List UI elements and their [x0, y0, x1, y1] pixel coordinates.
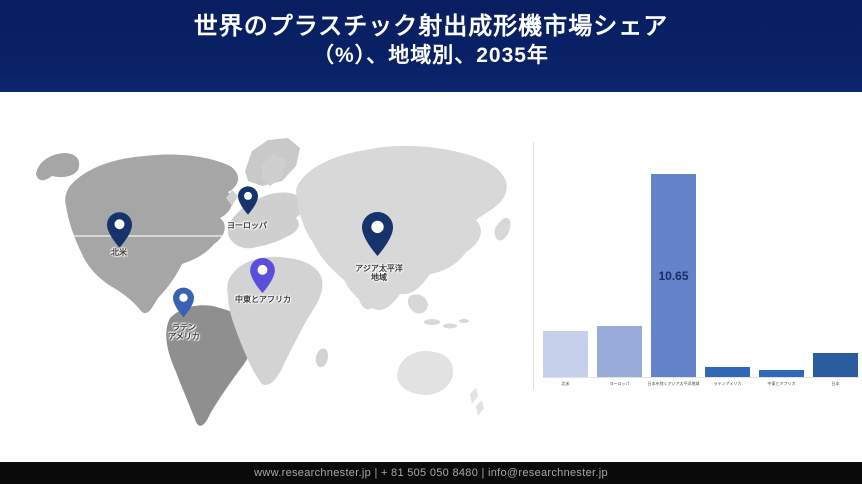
map-pin-latin-america	[173, 287, 194, 323]
bar-3	[705, 367, 750, 377]
x-axis-label-0: 北米	[561, 381, 570, 386]
map-pin-middle-east-africa	[250, 258, 275, 298]
panel-divider	[533, 142, 534, 390]
x-axis-label-4: 中東とアフリカ	[767, 381, 796, 386]
bar-2: 10.65	[651, 174, 696, 377]
bar-4	[759, 370, 804, 377]
regional-share-bar-chart: 10.65 北米 ヨーロッパ 日本を除くアジア太平洋地域 ラテンアメリカ 中東とアフリカ…	[543, 141, 859, 387]
x-axis-labels: 北米 ヨーロッパ 日本を除くアジア太平洋地域 ラテンアメリカ 中東とアフリカ 日本	[543, 381, 859, 387]
x-axis-label-2: 日本を除くアジア太平洋地域	[647, 381, 700, 386]
map-pin-asia-pacific	[362, 208, 393, 265]
location-pin-icon	[250, 258, 275, 293]
location-pin-icon	[107, 212, 132, 248]
map-pin-label-asia-pacific: アジア太平洋 地域	[355, 264, 403, 283]
map-pin-label-north-america: 北米	[111, 248, 127, 257]
map-pin-label-europe: ヨーロッパ	[227, 221, 267, 230]
page-title: 世界のプラスチック射出成形機市場シェア	[193, 13, 669, 40]
bar-1	[597, 326, 642, 377]
footer-bar: www.researchnester.jp | + 81 505 050 848…	[0, 462, 862, 484]
location-pin-icon	[173, 287, 194, 318]
map-pin-europe	[238, 186, 258, 220]
map-pin-label-middle-east-africa: 中東とアフリカ	[235, 295, 291, 304]
page-subtitle: （%）、地域別、2035年	[313, 44, 549, 68]
bar-plot-area: 10.65	[543, 141, 859, 378]
footer-contact-text: www.researchnester.jp | + 81 505 050 848…	[254, 467, 608, 479]
bar-5	[813, 353, 858, 377]
header-banner: 世界のプラスチック射出成形機市場シェア （%）、地域別、2035年	[0, 0, 862, 92]
x-axis-label-5: 日本	[831, 381, 840, 386]
map-pin-north-america	[107, 212, 132, 253]
world-map-panel: 北米 ヨーロッパラテン アメリカ 中東とアフリカ アジア太平洋 地域	[30, 126, 515, 431]
world-map	[36, 138, 511, 426]
bar-0	[543, 331, 588, 377]
location-pin-icon	[362, 212, 393, 256]
location-pin-icon	[238, 186, 258, 215]
bar-value-label: 10.65	[658, 268, 689, 283]
x-axis-label-1: ヨーロッパ	[609, 381, 630, 386]
x-axis-label-3: ラテンアメリカ	[713, 381, 742, 386]
map-pin-label-latin-america: ラテン アメリカ	[168, 323, 200, 342]
